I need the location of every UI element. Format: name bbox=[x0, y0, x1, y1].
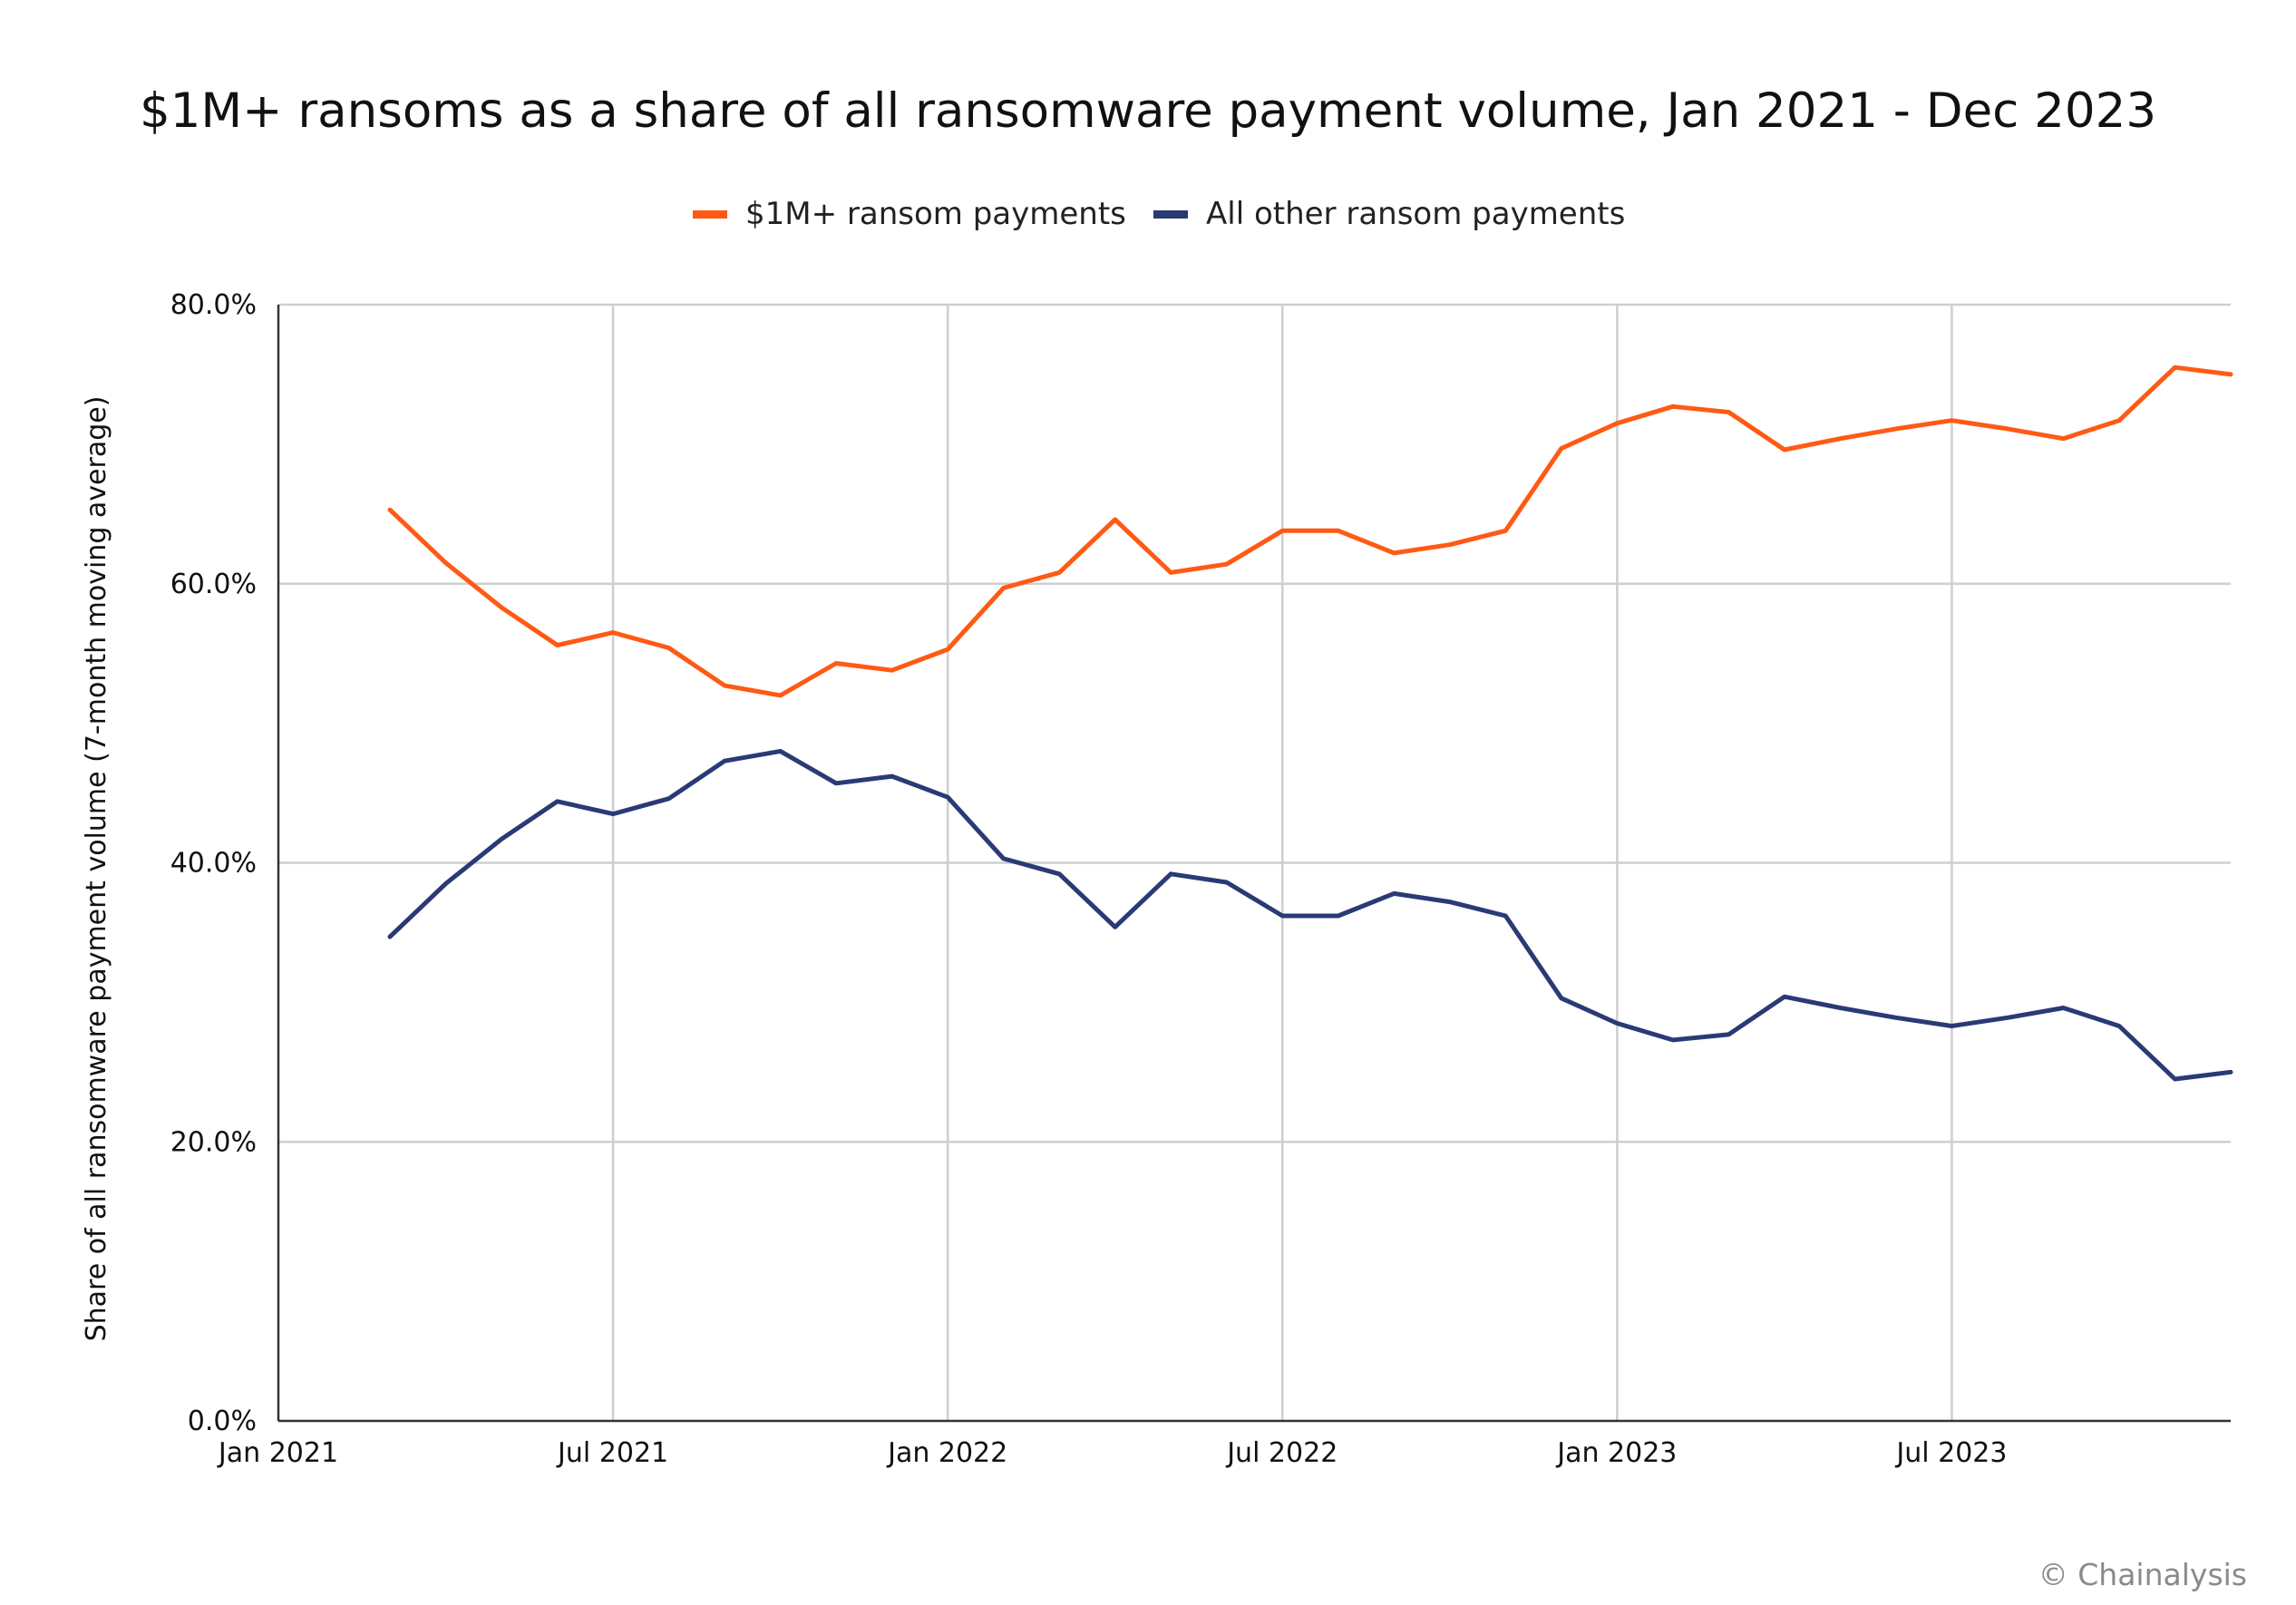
legend-label-other: All other ransom payments bbox=[1206, 196, 1625, 232]
series-lines bbox=[387, 365, 2233, 1082]
y-tick-label: 60.0% bbox=[170, 569, 257, 600]
chainalysis-credit: © Chainalysis bbox=[2038, 1557, 2247, 1592]
gridlines bbox=[277, 303, 2231, 1423]
y-axis-title: Share of all ransomware payment volume (… bbox=[81, 396, 112, 1342]
y-tick-label: 20.0% bbox=[170, 1126, 257, 1158]
y-tick-label: 40.0% bbox=[170, 848, 257, 880]
legend-swatch-other bbox=[1153, 210, 1188, 219]
x-tick-label: Jul 2022 bbox=[1225, 1437, 1338, 1469]
legend: $1M+ ransom payments All other ransom pa… bbox=[693, 196, 1625, 232]
y-axis-ticks: 0.0% 20.0% 40.0% 60.0% 80.0% bbox=[170, 289, 257, 1437]
y-tick-label: 0.0% bbox=[188, 1406, 257, 1437]
series-line-other-payments bbox=[387, 748, 2233, 1082]
x-tick-label: Jan 2021 bbox=[217, 1437, 338, 1469]
x-tick-label: Jan 2023 bbox=[1555, 1437, 1677, 1469]
legend-swatch-million-plus bbox=[693, 210, 727, 219]
y-tick-label: 80.0% bbox=[170, 289, 257, 321]
x-axis-ticks: Jan 2021 Jul 2021 Jan 2022 Jul 2022 Jan 2023… bbox=[217, 1437, 2008, 1469]
legend-label-million-plus: $1M+ ransom payments bbox=[745, 196, 1126, 232]
x-tick-label: Jan 2022 bbox=[886, 1437, 1007, 1469]
chart-title: $1M+ ransoms as a share of all ransomwar… bbox=[140, 83, 2156, 139]
series-line-million-plus bbox=[387, 365, 2233, 698]
x-tick-label: Jul 2021 bbox=[556, 1437, 668, 1469]
x-tick-label: Jul 2023 bbox=[1894, 1437, 2007, 1469]
